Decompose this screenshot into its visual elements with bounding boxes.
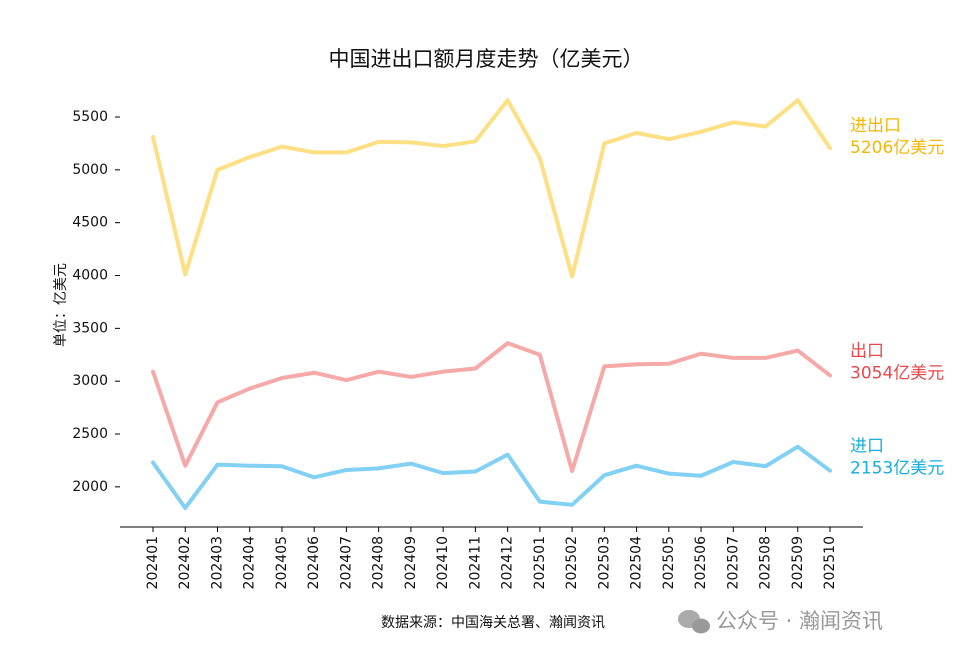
value-label: 3054亿美元 xyxy=(850,363,944,383)
x-tick-label: 202502 xyxy=(564,536,580,589)
x-tick-label: 202410 xyxy=(435,536,451,589)
source: 数据来源：中国海关总署、瀚闻资讯 xyxy=(381,615,605,631)
chart-title: 中国进出口额月度走势（亿美元） xyxy=(329,47,644,71)
x-tick-label: 202407 xyxy=(338,536,354,589)
series-line xyxy=(151,341,832,473)
series-name: 进口 xyxy=(850,437,884,457)
x-tick-label: 202408 xyxy=(371,536,387,589)
x-tick-label: 202507 xyxy=(725,536,741,589)
series-line xyxy=(151,444,832,510)
y-tick-label: 3500 xyxy=(72,320,108,336)
x-tick-label: 202405 xyxy=(274,536,290,589)
x-tick-label: 202409 xyxy=(403,536,419,589)
series-name: 出口 xyxy=(850,341,884,361)
x-tick-label: 202505 xyxy=(661,536,677,589)
x-tick-label: 202504 xyxy=(629,536,645,590)
series-line xyxy=(151,98,832,279)
y-axis-label: 单位：亿美元 xyxy=(53,263,69,347)
value-label: 5206亿美元 xyxy=(850,138,944,158)
y-tick-label: 4000 xyxy=(72,268,108,284)
x-tick-label: 202508 xyxy=(758,536,774,589)
x-tick-label: 202401 xyxy=(145,536,161,589)
y-tick-label: 2000 xyxy=(72,479,108,495)
value-label: 2153亿美元 xyxy=(850,459,944,479)
x-tick-label: 202411 xyxy=(467,536,483,589)
x-tick-label: 202406 xyxy=(306,536,322,590)
watermark: 公众号 · 瀚闻资讯 xyxy=(716,609,883,633)
y-tick-label: 2500 xyxy=(72,426,108,442)
y-tick-label: 3000 xyxy=(72,373,108,389)
x-tick-label: 202510 xyxy=(822,536,838,589)
y-tick-label: 5000 xyxy=(72,162,108,178)
watermark-icon xyxy=(678,610,710,634)
series-name: 进出口 xyxy=(850,116,901,136)
x-tick-label: 202402 xyxy=(177,536,193,589)
x-tick-label: 202503 xyxy=(596,536,612,589)
x-tick-label: 202501 xyxy=(532,536,548,589)
x-tick-label: 202412 xyxy=(500,536,516,589)
x-tick-label: 202506 xyxy=(693,536,709,590)
x-tick-label: 202509 xyxy=(790,536,806,589)
x-tick-label: 202404 xyxy=(242,536,258,590)
y-tick-label: 4500 xyxy=(72,215,108,231)
x-tick-label: 202403 xyxy=(209,536,225,589)
y-tick-label: 5500 xyxy=(72,109,108,125)
